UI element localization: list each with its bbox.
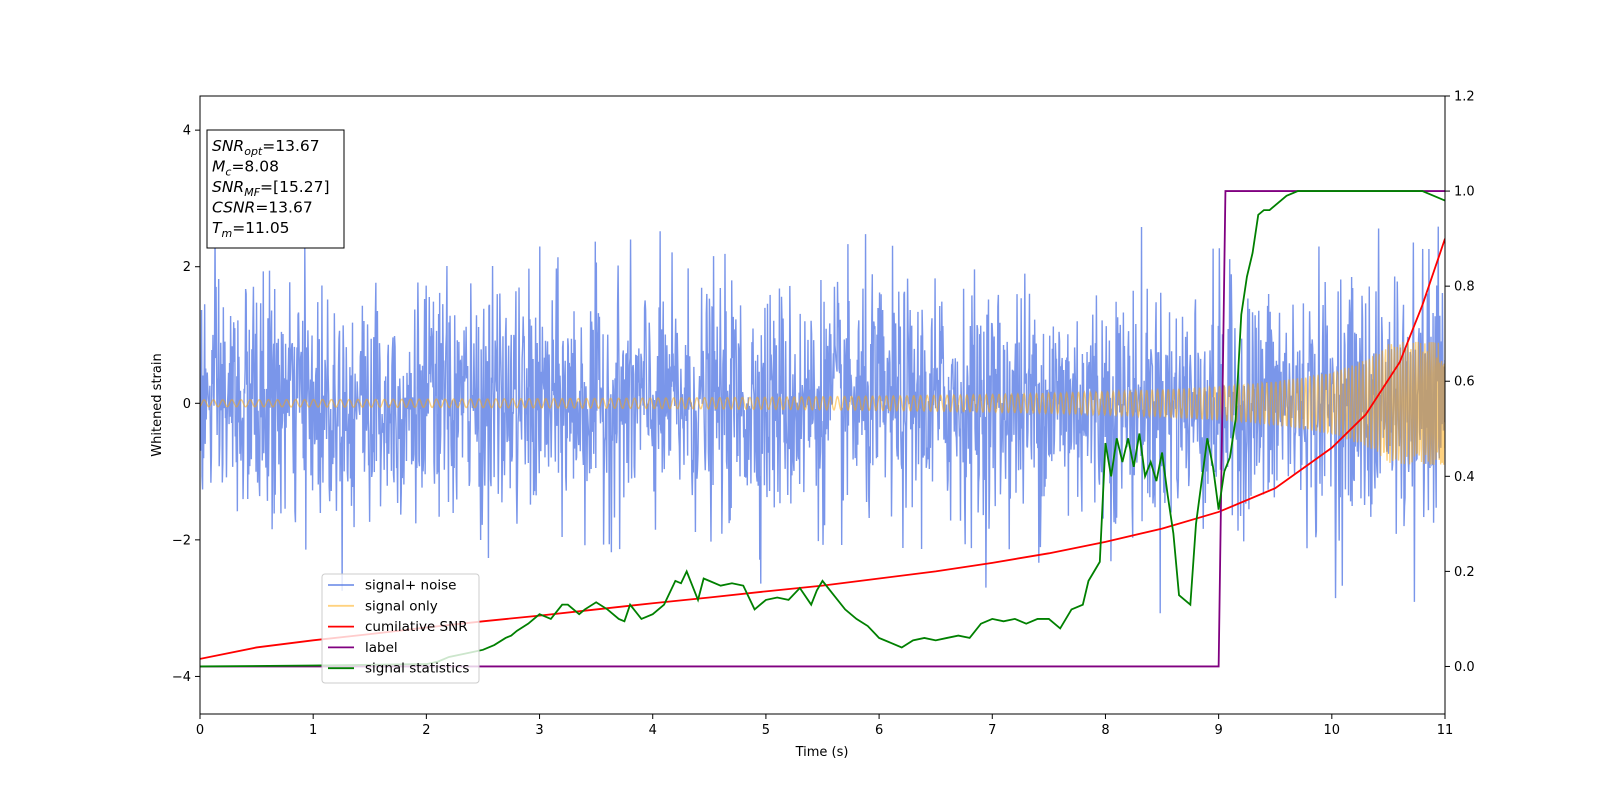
legend-entry-label-label: label (365, 640, 398, 656)
info-box-line: SNRopt=13.67 (212, 137, 320, 158)
x-tick-label: 4 (649, 723, 657, 738)
info-box-line: SNRMF=[15.27] (212, 178, 330, 199)
x-axis-label: Time (s) (795, 745, 849, 760)
info-box-line: Tm=11.05 (212, 219, 290, 240)
plot-frame (199, 95, 1446, 715)
y-axis-left: 4 2 0 −2 −4 (172, 124, 200, 685)
noise-series-layer (200, 226, 1445, 614)
y-left-tick-label: 0 (183, 397, 191, 412)
series-signal-only-line (200, 341, 1445, 465)
legend-frame (321, 573, 480, 684)
signal-series-layer (200, 341, 1445, 465)
y-right-tick-label: 0.0 (1454, 660, 1475, 675)
x-tick-label: 2 (422, 723, 430, 738)
y-right-tick-label: 1.0 (1454, 185, 1475, 200)
y-left-tick-label: 4 (183, 124, 191, 139)
info-box-line: Mc=8.08 (212, 158, 279, 179)
legend-entry-signal-only-label: signal only (365, 598, 438, 614)
info-box-line: CSNR=13.67 (212, 199, 313, 217)
y-left-tick-label: −2 (172, 533, 191, 548)
y-axis-right: 1.2 1.0 0.8 0.6 0.4 0.2 0.0 (1445, 90, 1475, 675)
x-tick-label: 0 (196, 723, 204, 738)
series-signal-noise-line (200, 226, 1445, 614)
info-box-frame (206, 129, 345, 249)
info-box: SNRopt=13.67Mc=8.08SNRMF=[15.27]CSNR=13.… (206, 129, 345, 249)
x-tick-label: 7 (988, 723, 996, 738)
y-right-tick-label: 1.2 (1454, 90, 1475, 105)
legend-entry-signal-noise-label: signal+ noise (365, 578, 456, 594)
y-right-tick-label: 0.6 (1454, 375, 1475, 390)
x-axis: 0 1 2 3 4 5 6 7 8 9 10 11 (196, 714, 1453, 738)
y-right-tick-label: 0.8 (1454, 280, 1475, 295)
x-tick-label: 3 (535, 723, 543, 738)
series-signal-statistics-line (200, 190, 1445, 668)
legend-entry-cumulative-snr-label: cumilative SNR (365, 619, 468, 635)
x-tick-label: 10 (1324, 723, 1341, 738)
legend-entry-signal-statistics-label: signal statistics (365, 661, 469, 677)
y-left-tick-label: 2 (183, 260, 191, 275)
x-tick-label: 9 (1214, 723, 1222, 738)
y-left-tick-label: −4 (172, 670, 191, 685)
x-tick-label: 5 (762, 723, 770, 738)
x-tick-label: 1 (309, 723, 317, 738)
x-tick-label: 8 (1101, 723, 1109, 738)
legend: signal+ noise signal only cumilative SNR la… (321, 573, 480, 684)
y-right-tick-label: 0.4 (1454, 470, 1475, 485)
x-tick-label: 6 (875, 723, 883, 738)
y-axis-label-left: Whitened strain (150, 353, 165, 456)
y-right-tick-label: 0.2 (1454, 565, 1475, 580)
x-tick-label: 11 (1437, 723, 1454, 738)
